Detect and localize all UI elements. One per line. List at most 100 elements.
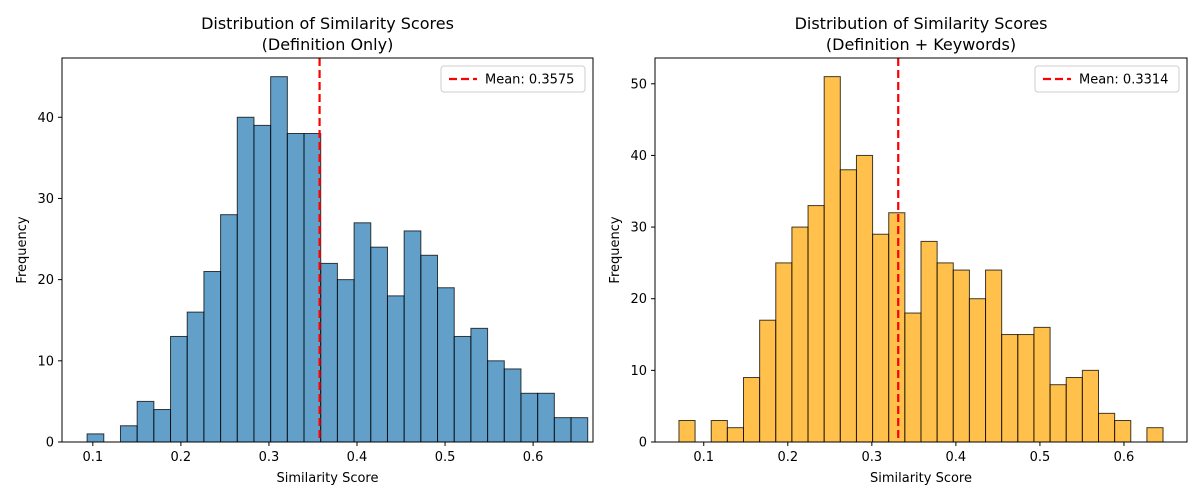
x-axis-label: Similarity Score: [276, 471, 378, 486]
histogram-bar: [470, 327, 489, 443]
x-tick-label: 0.1: [693, 450, 714, 465]
histogram-bar: [386, 295, 405, 443]
chart-title: Distribution of Similarity Scores: [795, 14, 1048, 33]
histogram-bar: [503, 368, 522, 443]
histogram-bar: [888, 212, 906, 443]
x-tick-label: 0.5: [435, 450, 456, 465]
y-tick-label: 40: [630, 149, 647, 164]
histogram-bar: [437, 287, 455, 443]
histogram-bar: [203, 271, 222, 443]
y-axis-label: Frequency: [608, 216, 623, 283]
histogram-bar: [1033, 326, 1051, 443]
chart-subtitle: (Definition Only): [262, 35, 394, 54]
histogram-bar: [453, 335, 472, 443]
histogram-bar: [985, 269, 1003, 443]
histogram-bar: [86, 433, 105, 443]
histogram-bar: [726, 427, 744, 443]
histogram-bar: [286, 133, 305, 443]
x-tick-label: 0.6: [523, 450, 544, 465]
histogram-bar: [553, 417, 572, 443]
histogram-bar: [807, 205, 825, 443]
y-tick-label: 30: [630, 221, 647, 236]
histogram-bar: [1114, 420, 1132, 443]
x-tick-label: 0.2: [171, 450, 192, 465]
legend-mean-label: Mean: 0.3575: [485, 73, 574, 88]
y-tick-label: 50: [630, 77, 647, 92]
legend-box: [440, 65, 586, 93]
histogram-panel-definition-keywords: 0.1 0.2 0.3 0.4 0.5 0.6 0 10 20 30 40 50 Distributi…: [608, 14, 1188, 486]
legend: [1034, 65, 1180, 93]
axes-frame: [654, 57, 1188, 443]
histogram-bar: [136, 400, 155, 443]
x-tick-label: 0.4: [347, 450, 368, 465]
histogram-bar: [872, 233, 890, 443]
x-tick-label: 0.4: [946, 450, 967, 465]
histogram-bar: [855, 154, 874, 443]
y-tick-label: 30: [37, 192, 54, 207]
histogram-bar: [920, 240, 938, 443]
histogram-bar: [403, 230, 422, 443]
x-axis-label: Similarity Score: [870, 471, 972, 486]
histogram-bar: [968, 298, 987, 443]
axes-frame: [61, 57, 594, 443]
histogram-bars: [678, 76, 1164, 443]
histogram-bar: [1017, 334, 1035, 443]
histogram-panel-definition-only: 0.1 0.2 0.3 0.4 0.5 0.6 0 10 20 30 40 Distribution…: [15, 14, 594, 486]
histogram-bar: [775, 262, 793, 443]
histogram-bar: [153, 409, 172, 443]
histogram-bar: [1081, 369, 1100, 443]
y-tick-label: 10: [630, 364, 647, 379]
histogram-bar: [936, 262, 954, 443]
y-tick-label: 0: [46, 436, 54, 451]
x-tick-label: 0.2: [777, 450, 798, 465]
x-tick-label: 0.3: [861, 450, 882, 465]
histogram-bar: [791, 226, 809, 443]
chart-title: Distribution of Similarity Scores: [201, 14, 454, 33]
chart-subtitle: (Definition + Keywords): [826, 35, 1016, 54]
histogram-bar: [253, 124, 272, 443]
histogram-bar: [487, 360, 505, 443]
histogram-bar: [420, 254, 439, 443]
histogram-bar: [270, 76, 288, 443]
histogram-bar: [220, 214, 238, 443]
histogram-bar: [1065, 377, 1083, 443]
y-tick-label: 40: [37, 111, 54, 126]
histogram-bar: [1098, 412, 1116, 443]
histogram-bar: [336, 279, 355, 443]
histogram-bar: [839, 169, 857, 443]
histogram-bar: [1146, 427, 1164, 443]
histogram-bar: [742, 377, 761, 443]
histogram-bar: [520, 392, 539, 443]
histogram-bar: [170, 335, 188, 443]
legend: [440, 65, 586, 93]
y-tick-label: 20: [630, 292, 647, 307]
histogram-bar: [119, 425, 138, 443]
histogram-bar: [1001, 334, 1019, 443]
histogram-bar: [904, 312, 922, 443]
histogram-bar: [353, 222, 372, 443]
histogram-bar: [1049, 384, 1067, 443]
legend-box: [1034, 65, 1180, 93]
histogram-bar: [570, 417, 589, 443]
y-tick-label: 20: [37, 273, 54, 288]
histogram-bar: [236, 116, 255, 443]
histogram-bar: [320, 262, 338, 443]
y-tick-label: 10: [37, 354, 54, 369]
x-tick-label: 0.3: [259, 450, 280, 465]
histogram-bar: [537, 392, 555, 443]
histogram-bar: [823, 76, 841, 443]
histogram-bar: [186, 311, 205, 443]
histogram-bar: [303, 133, 322, 443]
x-tick-label: 0.1: [82, 450, 103, 465]
x-tick-label: 0.5: [1030, 450, 1051, 465]
legend-mean-label: Mean: 0.3314: [1079, 73, 1168, 88]
histogram-bar: [678, 420, 696, 443]
histogram-bar: [952, 269, 970, 443]
histogram-bar: [759, 319, 777, 443]
x-tick-label: 0.6: [1114, 450, 1135, 465]
y-tick-label: 0: [639, 436, 647, 451]
histogram-bar: [710, 420, 728, 443]
histogram-bar: [370, 246, 388, 443]
y-axis-label: Frequency: [15, 216, 30, 283]
